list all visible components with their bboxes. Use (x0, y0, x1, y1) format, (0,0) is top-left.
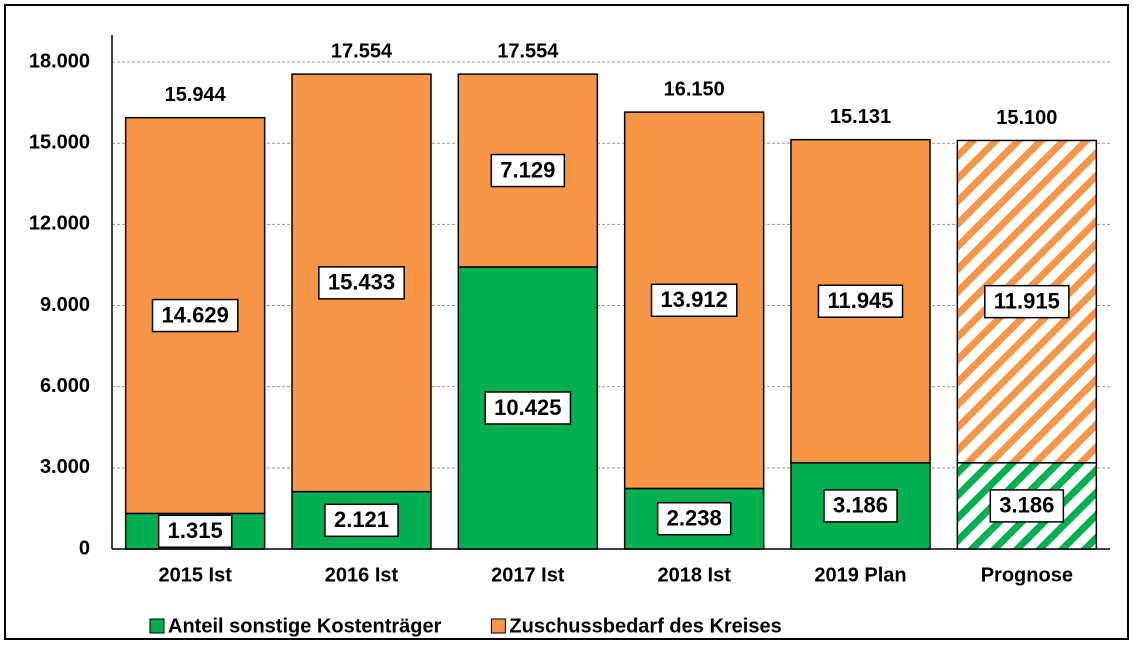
data-label-box (484, 391, 572, 425)
x-tick-label: 2016 Ist (325, 564, 399, 586)
legend-swatch (149, 618, 165, 634)
bar-segment (790, 138, 931, 464)
x-tick-label: Prognose (981, 564, 1073, 586)
data-label-box (989, 489, 1065, 523)
data-label-box (157, 514, 233, 548)
data-label-box (324, 503, 399, 538)
data-label: 15.433 (328, 270, 395, 295)
data-label-box (984, 284, 1070, 319)
y-tick-label: 9.000 (40, 294, 90, 316)
data-label-box (656, 501, 732, 536)
data-label-box (823, 489, 898, 523)
data-label-box (650, 283, 738, 318)
x-tick-label: 2017 Ist (491, 564, 565, 586)
total-label: 15.100 (996, 107, 1057, 129)
data-label: 1.315 (168, 518, 223, 543)
x-tick-label: 2018 Ist (657, 564, 731, 586)
x-tick-label: 2015 Ist (158, 564, 232, 586)
y-tick-label: 3.000 (40, 456, 90, 478)
data-label-box (151, 298, 239, 333)
data-label-box (318, 266, 405, 300)
data-label: 10.425 (494, 395, 561, 420)
legend-swatch (490, 618, 506, 634)
data-label: 11.915 (994, 288, 1060, 313)
x-tick-label: 2019 Plan (814, 564, 906, 586)
total-label: 17.554 (497, 40, 559, 62)
data-label: 14.629 (162, 302, 229, 327)
data-label: 3.186 (833, 493, 888, 518)
y-tick-label: 15.000 (29, 131, 90, 153)
data-label: 2.121 (334, 507, 389, 532)
total-label: 15.131 (830, 106, 891, 128)
data-label: 2.238 (667, 506, 722, 531)
total-label: 15.944 (165, 84, 227, 106)
y-tick-label: 18.000 (29, 50, 90, 72)
data-label: 13.912 (661, 287, 728, 312)
legend-label: Anteil sonstige Kostenträger (168, 615, 442, 637)
data-label: 7.129 (500, 157, 555, 182)
total-label: 17.554 (331, 40, 393, 62)
data-label: 11.945 (827, 288, 893, 313)
y-tick-label: 6.000 (40, 375, 90, 397)
total-label: 16.150 (664, 78, 725, 100)
legend-label: Zuschussbedarf des Kreises (509, 615, 781, 637)
y-tick-label: 0 (79, 537, 90, 559)
data-label-box (817, 284, 904, 318)
data-label-box (490, 153, 566, 188)
y-tick-label: 12.000 (29, 213, 90, 235)
data-label: 3.186 (999, 493, 1054, 518)
